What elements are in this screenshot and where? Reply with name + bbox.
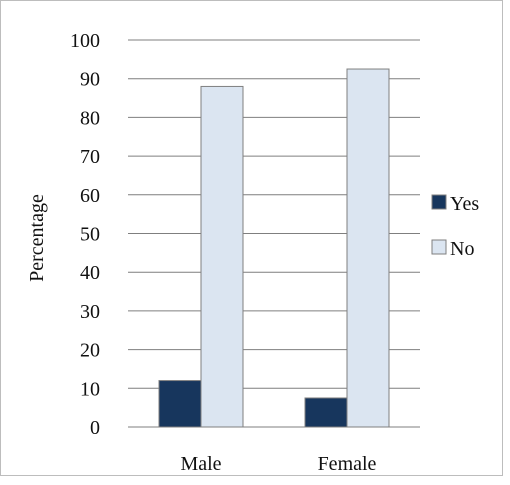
- chart-frame: [0, 0, 503, 476]
- y-axis-ticks: 0 10 20 30 40 50 60 70 80 90 100: [70, 30, 100, 439]
- bar-no-female: [346, 68, 390, 428]
- y-tick-label: 60: [80, 185, 100, 207]
- bar-yes-female: [304, 397, 348, 428]
- x-category-label: Male: [180, 453, 221, 475]
- bars: [158, 68, 390, 428]
- x-category-label: Female: [318, 453, 377, 475]
- y-tick-label: 40: [80, 262, 100, 284]
- x-axis-categories: Male Female: [180, 453, 376, 475]
- y-tick-label: 80: [80, 107, 100, 129]
- y-tick-label: 90: [80, 69, 100, 91]
- y-tick-label: 0: [90, 417, 100, 439]
- y-tick-label: 50: [80, 224, 100, 246]
- legend: Yes No: [431, 193, 479, 260]
- bar-no-male: [200, 85, 244, 428]
- y-axis-label: Percentage: [26, 194, 48, 282]
- y-tick-label: 20: [80, 340, 100, 362]
- y-tick-label: 100: [70, 30, 100, 52]
- bar-yes-male: [158, 380, 202, 428]
- y-tick-label: 70: [80, 146, 100, 168]
- legend-swatch-no: [431, 239, 447, 255]
- y-tick-label: 30: [80, 301, 100, 323]
- legend-label-yes: Yes: [450, 193, 479, 215]
- y-tick-label: 10: [80, 378, 100, 400]
- legend-label-no: No: [450, 238, 474, 260]
- legend-swatch-yes: [431, 194, 447, 210]
